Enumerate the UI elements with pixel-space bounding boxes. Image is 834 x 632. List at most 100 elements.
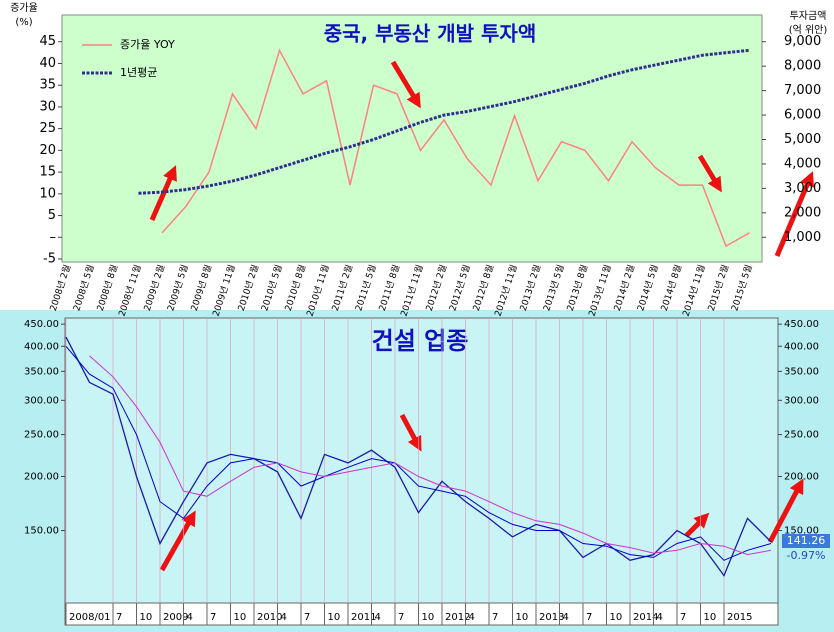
x-tick-label: 2014년 8월 bbox=[658, 263, 684, 312]
x-tick-label: 2010년 11월 bbox=[304, 263, 332, 318]
y2-tick-label: 9,000 bbox=[784, 34, 821, 49]
x-tick-label: 2015 bbox=[727, 612, 752, 623]
arrow bbox=[767, 478, 804, 544]
y-tick-label: 350.00 bbox=[24, 366, 59, 377]
x-tick-label: 2013년 11월 bbox=[586, 263, 614, 318]
x-tick-label: 2013년 8월 bbox=[564, 263, 590, 312]
arrow bbox=[774, 171, 814, 257]
x-tick-label: 4 bbox=[187, 612, 193, 623]
x-tick-label: 7 bbox=[492, 612, 498, 623]
x-tick-label: 7 bbox=[210, 612, 216, 623]
x-tick-label: 2008/01 bbox=[69, 612, 111, 623]
x-tick-label: 4 bbox=[657, 612, 663, 623]
x-tick-label: 2009 bbox=[163, 612, 188, 623]
x-tick-label: 2010년 8월 bbox=[282, 263, 308, 312]
y-tick-label-right: 350.00 bbox=[784, 366, 819, 377]
x-tick-label: 2012년 11월 bbox=[492, 263, 520, 318]
x-tick-label: 2008년 11월 bbox=[116, 263, 144, 318]
arrow bbox=[399, 413, 422, 452]
upper-plot bbox=[61, 14, 763, 263]
y-tick-label-right: 250.00 bbox=[784, 430, 819, 441]
y2-label: (억 위안) bbox=[789, 23, 828, 36]
y2-label: 투자금액 bbox=[790, 10, 827, 22]
legend-label: 증가율 YOY bbox=[120, 38, 175, 51]
x-tick-label: 2009년 2월 bbox=[141, 263, 167, 312]
y2-tick-label: 8,000 bbox=[784, 59, 821, 74]
x-tick-label: 7 bbox=[116, 612, 122, 623]
x-tick-label: 4 bbox=[563, 612, 569, 623]
x-tick-label: 7 bbox=[586, 612, 592, 623]
y-tick-label-right: 150.00 bbox=[784, 526, 819, 537]
x-tick-label: 2008년 2월 bbox=[47, 263, 73, 312]
y2-tick-label: 2,000 bbox=[784, 205, 821, 220]
y-tick-label: 35 bbox=[39, 78, 56, 93]
x-tick-label: 2012년 2월 bbox=[423, 263, 449, 312]
x-tick-label: 2008년 5월 bbox=[70, 263, 96, 312]
x-tick-label: 2011년 11월 bbox=[398, 263, 426, 318]
y2-tick-label: 1,000 bbox=[784, 230, 821, 245]
y-tick-label: 450.00 bbox=[24, 319, 59, 330]
y-tick-label: 15 bbox=[39, 165, 56, 180]
y2-tick-label: 7,000 bbox=[784, 83, 821, 98]
x-tick-label: 2011년 5월 bbox=[352, 263, 378, 312]
y2-tick-label: 5,000 bbox=[784, 132, 821, 147]
x-tick-label: 2010년 5월 bbox=[258, 263, 284, 312]
legend-label: 1년평균 bbox=[120, 66, 157, 79]
x-tick-label: 7 bbox=[680, 612, 686, 623]
x-tick-label: 10 bbox=[610, 612, 623, 623]
x-tick-label: 2014년 5월 bbox=[634, 263, 660, 312]
x-tick-label: 2014 bbox=[633, 612, 658, 623]
x-tick-label: 10 bbox=[704, 612, 717, 623]
arrow bbox=[149, 165, 177, 222]
x-tick-label: 2010 bbox=[257, 612, 282, 623]
y-tick-label: 250.00 bbox=[24, 430, 59, 441]
y-tick-label-right: 450.00 bbox=[784, 319, 819, 330]
last-value-box bbox=[782, 534, 830, 548]
x-tick-label: 10 bbox=[422, 612, 435, 623]
x-tick-label: 2012년 5월 bbox=[446, 263, 472, 312]
x-tick-label: 2013년 5월 bbox=[540, 263, 566, 312]
arrow bbox=[159, 510, 196, 572]
change-value: -0.97% bbox=[787, 549, 826, 562]
x-tick-label: 2008년 8월 bbox=[94, 263, 120, 312]
y2-tick-label: 6,000 bbox=[784, 108, 821, 123]
y-tick-label: 300.00 bbox=[24, 395, 59, 406]
x-tick-label: 2015년 5월 bbox=[728, 263, 754, 312]
x-tick-label: 7 bbox=[304, 612, 310, 623]
y-tick-label: 20 bbox=[39, 143, 56, 158]
x-tick-label: 2014년 11월 bbox=[680, 263, 708, 318]
y-tick-label: 30 bbox=[39, 99, 56, 114]
x-tick-label: 2012 bbox=[445, 612, 470, 623]
series-line bbox=[89, 355, 772, 556]
y-tick-label: 45 bbox=[39, 34, 56, 49]
x-tick-label: 2013 bbox=[539, 612, 564, 623]
x-tick-label: 2014년 2월 bbox=[611, 263, 637, 312]
x-tick-label: 4 bbox=[375, 612, 381, 623]
y-label: (%) bbox=[15, 17, 32, 28]
x-tick-label: 2011년 8월 bbox=[376, 263, 402, 312]
y-label: 증가율 bbox=[10, 2, 38, 14]
y-tick-label: – bbox=[50, 230, 57, 245]
y2-tick-label: 4,000 bbox=[784, 156, 821, 171]
y-tick-label: 25 bbox=[39, 121, 56, 136]
y-tick-label: 150.00 bbox=[24, 526, 59, 537]
x-tick-label: 2011 bbox=[351, 612, 376, 623]
y-tick-label: 400.00 bbox=[24, 341, 59, 352]
x-tick-label: 2009년 8월 bbox=[188, 263, 214, 312]
y-tick-label: -5 bbox=[43, 252, 56, 267]
lower-plot bbox=[64, 317, 779, 604]
y-tick-label: 40 bbox=[39, 56, 56, 71]
y2-tick-label: 3,000 bbox=[784, 181, 821, 196]
x-tick-label: 10 bbox=[234, 612, 247, 623]
y-tick-label-right: 300.00 bbox=[784, 395, 819, 406]
arrows bbox=[149, 60, 814, 572]
last-value: 141.26 bbox=[787, 534, 826, 547]
x-tick-label: 2011년 2월 bbox=[329, 263, 355, 312]
x-tick-label: 2015년 2월 bbox=[705, 263, 731, 312]
x-tick-label: 2010년 2월 bbox=[235, 263, 261, 312]
chart-title: 중국, 부동산 개발 투자액 bbox=[324, 22, 537, 46]
series-line bbox=[161, 48, 750, 248]
x-tick-label: 10 bbox=[516, 612, 529, 623]
